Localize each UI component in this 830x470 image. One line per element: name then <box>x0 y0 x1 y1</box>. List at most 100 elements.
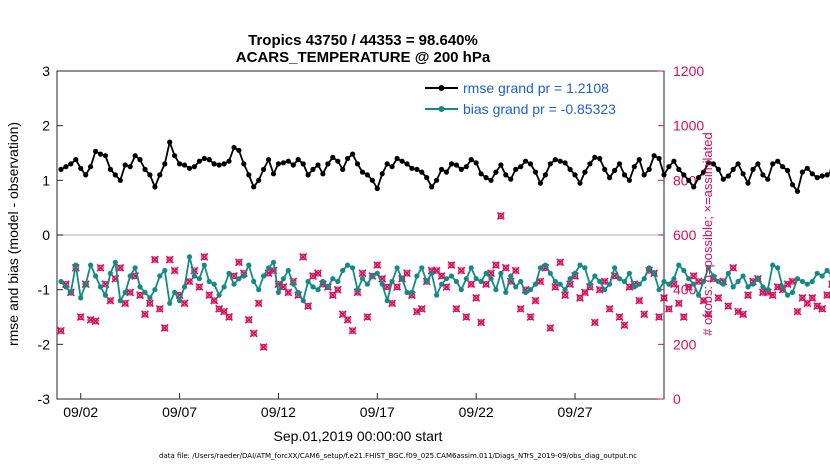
bias-point <box>478 278 484 285</box>
nobs-marker-stroke <box>566 280 575 289</box>
rmse-point <box>162 161 168 167</box>
rmse-point <box>58 166 64 172</box>
rmse-point <box>602 166 608 172</box>
nobs-marker-stroke <box>511 266 520 275</box>
nobs-marker-stroke <box>343 315 352 324</box>
bias-point <box>117 298 123 304</box>
bias-point <box>799 278 806 285</box>
bias-point <box>473 276 479 282</box>
bias-point <box>340 267 346 274</box>
nobs-marker-stroke <box>773 282 782 291</box>
rmse-point <box>167 139 173 145</box>
rmse-point <box>414 166 420 172</box>
rmse-point <box>127 164 133 170</box>
nobs-marker-stroke <box>279 282 288 291</box>
rmse-point <box>384 161 390 167</box>
nobs-possible-marker <box>497 212 505 220</box>
rmse-point <box>616 161 623 167</box>
rmse-point <box>216 162 222 168</box>
nobs-assimilated-marker <box>496 211 505 220</box>
bias-point <box>612 265 618 271</box>
rmse-point <box>483 175 489 181</box>
nobs-possible-marker <box>556 259 564 266</box>
rmse-point <box>755 161 761 167</box>
rmse-point <box>809 171 815 177</box>
nobs-marker-stroke <box>501 263 510 272</box>
nobs-possible-marker <box>250 330 257 337</box>
nobs-marker-stroke <box>482 280 491 289</box>
nobs-assimilated-marker <box>679 313 688 321</box>
nobs-marker-stroke <box>491 261 500 270</box>
bias-point <box>508 273 514 279</box>
nobs-marker-stroke <box>116 263 125 272</box>
bias-point <box>285 267 291 274</box>
rmse-point <box>142 166 148 172</box>
nobs-assimilated-marker <box>501 263 510 272</box>
rmse-point <box>518 164 524 170</box>
bias-point <box>666 281 672 287</box>
nobs-marker-stroke <box>457 266 466 275</box>
bias-point <box>686 276 692 282</box>
nobs-marker-stroke <box>590 318 599 327</box>
nobs-marker-stroke <box>447 261 456 270</box>
bias-point <box>740 273 746 279</box>
nobs-possible-marker <box>107 297 114 304</box>
nobs-marker-stroke <box>56 326 65 335</box>
bias-point <box>537 265 544 271</box>
nobs-possible-marker <box>364 313 371 321</box>
bias-point <box>335 278 341 285</box>
nobs-assimilated-marker <box>744 291 752 300</box>
nobs-assimilated-marker <box>447 261 456 270</box>
bias-point <box>216 292 222 298</box>
bias-point <box>493 287 499 293</box>
rmse-point <box>83 172 89 178</box>
nobs-possible-marker <box>789 278 796 285</box>
rmse-point <box>671 158 677 164</box>
rmse-point <box>577 180 583 186</box>
bias-point <box>439 281 445 287</box>
nobs-marker-stroke <box>304 302 313 311</box>
rmse-point <box>434 177 440 183</box>
rmse-point <box>710 161 717 167</box>
rmse-point <box>631 164 637 170</box>
bias-point <box>755 276 761 282</box>
nobs-possible-marker <box>561 291 569 299</box>
nobs-marker-stroke <box>358 269 367 278</box>
nobs-marker-stroke <box>121 299 130 308</box>
bias-point <box>621 278 628 285</box>
nobs-assimilated-marker <box>141 310 149 319</box>
rmse-point <box>191 164 197 170</box>
rmse-point <box>765 176 771 182</box>
rmse-point <box>641 172 647 178</box>
rmse-point <box>582 169 588 175</box>
nobs-possible-marker <box>403 270 411 277</box>
bias-point <box>513 284 519 290</box>
nobs-possible-marker <box>117 264 124 271</box>
nobs-assimilated-marker <box>180 299 189 308</box>
nobs-assimilated-marker <box>363 313 372 321</box>
nobs-assimilated-marker <box>462 313 471 321</box>
nobs-possible-marker <box>334 286 341 293</box>
nobs-assimilated-marker <box>185 277 194 286</box>
bias-point <box>804 281 810 287</box>
rmse-point <box>310 166 316 172</box>
data-file-footnote: data file: /Users/raeder/DAI/ATM_forcXX/… <box>159 452 637 460</box>
bias-point <box>310 284 316 290</box>
nobs-possible-marker <box>472 294 480 302</box>
nobs-assimilated-marker <box>234 258 243 267</box>
y-tick-label: 2 <box>42 118 50 134</box>
rmse-point <box>770 161 776 167</box>
bias-point <box>167 300 173 306</box>
x-tick-label: 09/22 <box>459 404 494 420</box>
nobs-possible-marker <box>818 305 826 312</box>
nobs-marker-stroke <box>699 296 708 305</box>
nobs-possible-marker <box>591 319 598 326</box>
bias-point <box>364 281 370 287</box>
nobs-possible-marker <box>97 264 104 271</box>
nobs-marker-stroke <box>254 299 263 308</box>
rmse-point <box>409 165 415 171</box>
bias-point <box>735 278 741 285</box>
nobs-marker-stroke <box>660 293 668 302</box>
nobs-marker-stroke <box>595 285 604 294</box>
